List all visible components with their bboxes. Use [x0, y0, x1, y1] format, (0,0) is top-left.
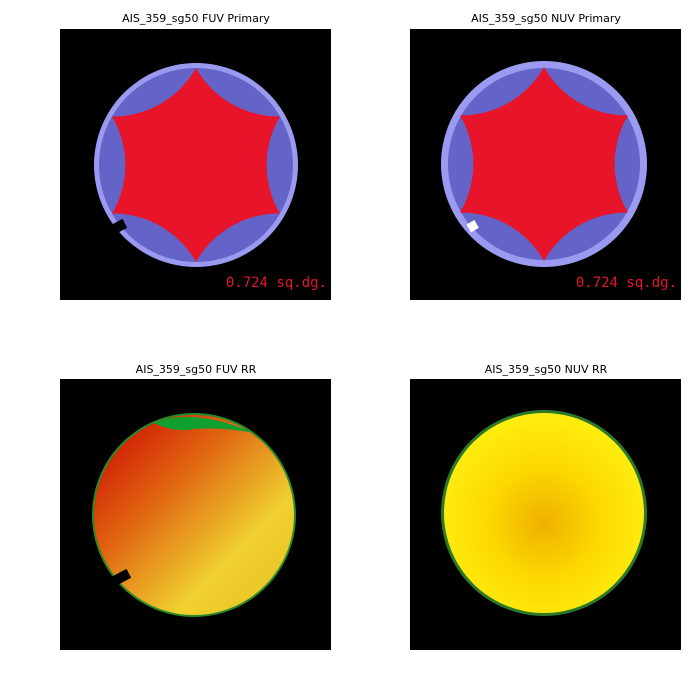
area-label: 0.724 sq.dg.: [226, 275, 327, 291]
panel-title: AIS_359_sg50 NUV RR: [485, 363, 608, 376]
panel-title: AIS_359_sg50 FUV Primary: [122, 12, 270, 25]
area-label: 0.724 sq.dg.: [576, 275, 677, 291]
relative-response-map: [92, 413, 296, 617]
panel-title: AIS_359_sg50 FUV RR: [136, 363, 257, 376]
coverage-map: [441, 61, 647, 267]
relative-response-map: [441, 410, 647, 616]
coverage-map: [94, 63, 298, 267]
panel-title: AIS_359_sg50 NUV Primary: [471, 12, 621, 25]
